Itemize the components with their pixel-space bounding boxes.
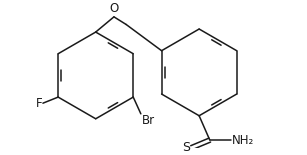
Text: NH₂: NH₂ xyxy=(232,134,254,147)
Text: F: F xyxy=(36,97,42,110)
Text: O: O xyxy=(109,2,119,15)
Text: S: S xyxy=(182,141,190,154)
Text: Br: Br xyxy=(142,114,155,127)
